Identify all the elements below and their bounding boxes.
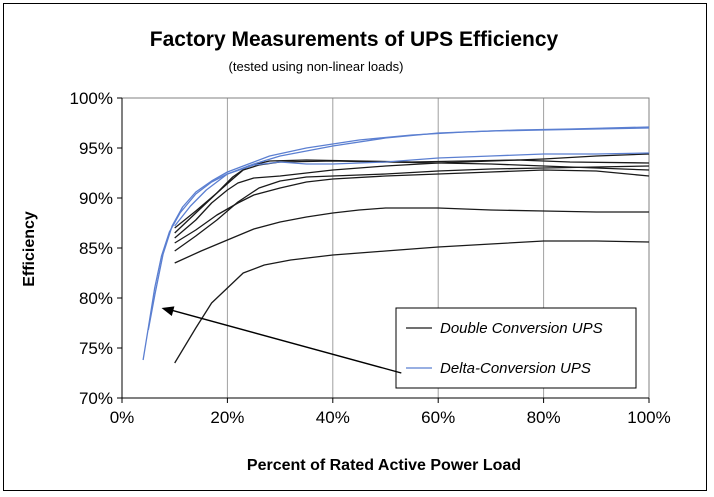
legend-item-delta-conversion: Delta-Conversion UPS	[440, 360, 591, 377]
x-tick-label: 80%	[527, 408, 561, 427]
annotation-arrowhead	[161, 306, 175, 316]
y-tick-label: 75%	[79, 339, 113, 358]
double-conversion-line-1	[174, 240, 650, 364]
double-conversion-line-4	[174, 169, 650, 244]
legend-item-double-conversion: Double Conversion UPS	[440, 320, 603, 337]
y-tick-label: 90%	[79, 189, 113, 208]
delta-conversion-line-10	[174, 152, 650, 227]
y-tick-label: 70%	[79, 389, 113, 408]
delta-conversion-line-9	[147, 126, 650, 331]
y-tick-label: 95%	[79, 139, 113, 158]
x-tick-label: 0%	[110, 408, 135, 427]
y-tick-label: 85%	[79, 239, 113, 258]
legend-box	[395, 307, 637, 389]
double-conversion-line-2	[174, 207, 649, 264]
y-axis-label: Efficiency	[21, 211, 38, 287]
double-conversion-line-5	[174, 153, 650, 239]
x-tick-label: 20%	[210, 408, 244, 427]
chart-frame	[3, 3, 707, 491]
y-tick-label: 80%	[79, 289, 113, 308]
chart-title: Factory Measurements of UPS Efficiency	[150, 28, 559, 51]
double-conversion-line-3	[174, 165, 650, 252]
x-tick-label: 60%	[421, 408, 455, 427]
x-tick-label: 40%	[316, 408, 350, 427]
x-tick-label: 100%	[627, 408, 670, 427]
annotation-arrow	[171, 309, 402, 374]
double-conversion-line-7	[174, 159, 650, 234]
y-tick-label: 100%	[70, 89, 113, 108]
x-axis-label: Percent of Rated Active Power Load	[247, 457, 521, 474]
chart-subtitle: (tested using non-linear loads)	[229, 59, 404, 74]
